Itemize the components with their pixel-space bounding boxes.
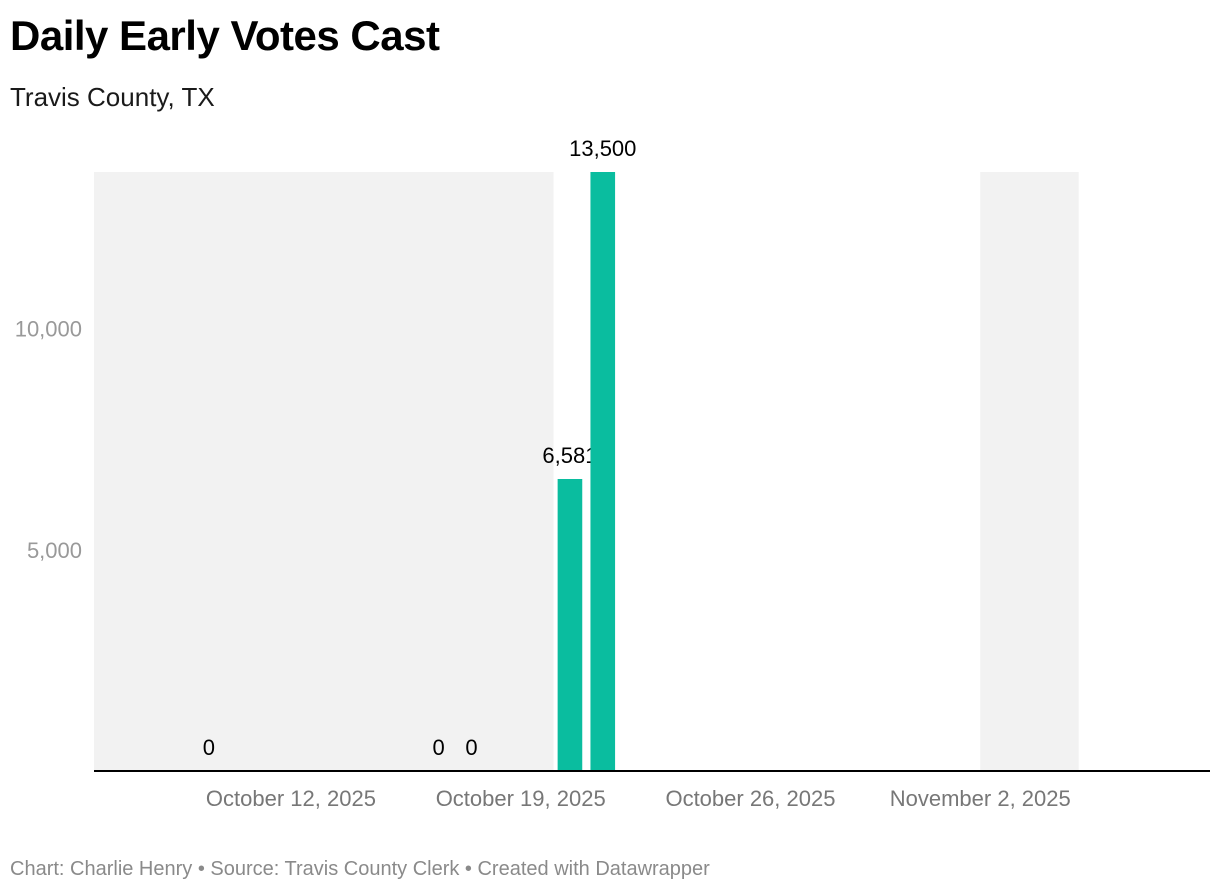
bar-2025-10-21	[590, 172, 616, 771]
data-label: 0	[433, 735, 445, 760]
data-label: 6,581	[542, 443, 597, 468]
y-tick-label: 5,000	[27, 538, 82, 563]
x-tick-label: October 26, 2025	[665, 786, 835, 811]
bar-2025-10-20	[557, 478, 583, 771]
shaded-range-2	[980, 172, 1079, 771]
y-tick-label: 10,000	[15, 316, 82, 341]
chart-subtitle: Travis County, TX	[10, 82, 215, 112]
data-label: 0	[203, 735, 215, 760]
data-label: 13,500	[569, 136, 636, 161]
chart-footer-credit: Chart: Charlie Henry • Source: Travis Co…	[10, 858, 710, 880]
x-tick-label: October 12, 2025	[206, 786, 376, 811]
x-tick-label: November 2, 2025	[890, 786, 1071, 811]
x-tick-label: October 19, 2025	[436, 786, 606, 811]
data-label: 0	[465, 735, 477, 760]
chart-title: Daily Early Votes Cast	[10, 12, 440, 59]
shaded-range-1	[94, 172, 554, 771]
